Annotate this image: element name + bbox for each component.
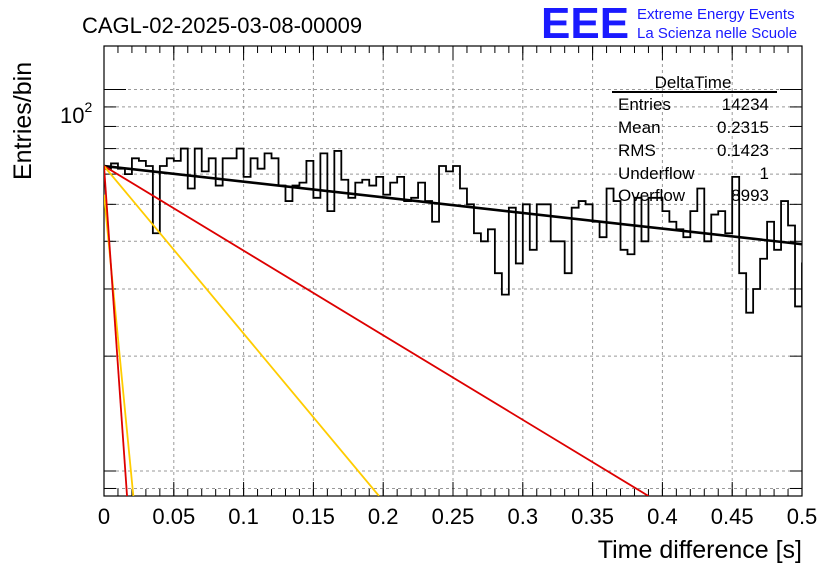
x-tick-label: 0.05 (152, 504, 195, 529)
eee-logo: EEE Extreme Energy Events La Scienza nel… (541, 0, 797, 48)
fit-curve-1 (104, 165, 649, 496)
x-tick-label: 0.4 (647, 504, 678, 529)
stats-value-rms: 0.1423 (717, 141, 769, 160)
eee-logo-line1: Extreme Energy Events (637, 6, 795, 23)
stats-label-rms: RMS (618, 141, 656, 160)
x-axis-label: Time difference [s] (598, 536, 802, 564)
fit-curve-2 (104, 165, 380, 496)
histogram-series (104, 147, 802, 314)
x-tick-label: 0.35 (571, 504, 614, 529)
stats-label-entries: Entries (618, 95, 671, 114)
grid (104, 46, 802, 496)
x-tick-label: 0.25 (432, 504, 475, 529)
y-axis-label: Entries/bin (9, 62, 37, 180)
x-tick-label: 0 (98, 504, 110, 529)
fit-curves (104, 164, 802, 496)
eee-logo-line2: La Scienza nelle Scuole (637, 25, 797, 42)
x-tick-label: 0.5 (787, 504, 818, 529)
x-tick-label: 0.3 (508, 504, 539, 529)
x-tick-label: 0.2 (368, 504, 399, 529)
fit-curve-4 (104, 165, 128, 496)
x-tick-label: 0.1 (228, 504, 259, 529)
stats-value-entries: 14234 (722, 95, 769, 114)
stats-value-mean: 0.2315 (717, 118, 769, 137)
stats-title: DeltaTime (655, 73, 732, 92)
stats-label-overflow: Overflow (618, 186, 686, 205)
stats-value-overflow: 8993 (731, 186, 769, 205)
eee-logo-mark: EEE (541, 0, 629, 48)
x-tick-label: 0.45 (711, 504, 754, 529)
x-tick-label: 0.15 (292, 504, 335, 529)
fit-curve-0 (104, 164, 802, 246)
x-tick-labels: 0 0.05 0.1 0.15 0.2 0.25 0.3 0.35 0.4 0.45 0.5 (98, 504, 817, 529)
chart-title: CAGL-02-2025-03-08-00009 (82, 13, 362, 38)
y-tick-label: 102 (60, 99, 92, 128)
stats-label-underflow: Underflow (618, 164, 695, 183)
stats-box: DeltaTime Entries 14234 Mean 0.2315 RMS … (612, 73, 777, 205)
stats-label-mean: Mean (618, 118, 661, 137)
stats-value-underflow: 1 (760, 164, 769, 183)
